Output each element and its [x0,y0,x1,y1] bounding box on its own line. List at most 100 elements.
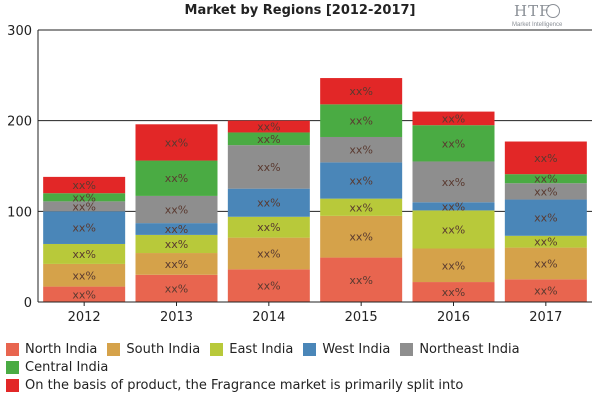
bar-segment [135,124,218,161]
axis-layer: 0 100 200 300 2012 2013 2014 2015 2016 2017 [7,24,592,325]
bar-segment [504,183,587,200]
legend-item-east-india: East India [210,342,293,357]
data-label: xx% [534,257,557,270]
data-label: xx% [534,236,557,249]
data-label: xx% [257,197,280,210]
data-label: xx% [72,200,95,213]
logo-text: HTF [514,2,551,20]
legend-label: East India [229,341,294,357]
data-label: xx% [72,179,95,192]
bar-segment [227,120,310,133]
bar-segment [320,104,403,137]
bar-segment [227,188,310,217]
legend-item-northeast-india: Northeast India [400,342,520,357]
data-label: xx% [257,161,280,174]
bar-segment [412,161,495,203]
bar-segment [227,237,310,270]
data-label: xx% [534,285,557,298]
bar-segment [227,216,310,238]
data-label: xx% [165,258,188,271]
chart-plot: xx% xx% xx% xx% xx% xx% xx% xx% xx% xx% xx% xx% xx% x… [7,24,592,325]
data-label: xx% [165,282,188,295]
data-label: xx% [349,85,372,98]
globe-icon [546,4,560,18]
data-label: xx% [72,269,95,282]
bar-segment [135,223,218,235]
bar-segment [320,162,403,199]
y-tick-label: 300 [7,24,32,39]
bar-segment [504,174,587,184]
x-tick-label: 2014 [252,310,285,325]
data-label: xx% [442,137,465,150]
legend-row: Central India [6,358,598,376]
bar-segment [227,145,310,189]
legend-swatch [303,342,317,356]
data-label: xx% [165,223,188,236]
legend-swatch [107,342,121,356]
bar-segment [504,247,587,280]
bar-segment [320,215,403,258]
data-label: xx% [349,274,372,287]
legend-label: North India [25,341,98,357]
bar-segment [412,210,495,249]
legend-swatch [6,378,19,392]
data-label: xx% [534,185,557,198]
x-tick-label: 2013 [160,310,193,325]
legend-row: On the basis of product, the Fragrance m… [6,376,598,394]
data-label: xx% [442,259,465,272]
bar-segment [135,234,218,254]
bar-segment [504,279,587,302]
data-label: xx% [257,247,280,260]
data-label: xx% [442,112,465,125]
x-tick-label: 2012 [68,310,101,325]
grid-layer [38,29,592,212]
bar-segment [504,141,587,175]
data-label: xx% [257,121,280,134]
data-label: xx% [72,222,95,235]
bar-segment [412,282,495,302]
bar-segment [135,274,218,302]
data-label: xx% [442,200,465,213]
bar-segment [43,286,126,302]
chart-title: Market by Regions [2012-2017] [184,3,416,18]
bar-segment [504,199,587,236]
data-label: xx% [442,176,465,189]
legend-label: West India [322,341,391,357]
bar-segment [320,198,403,216]
data-label: xx% [257,133,280,146]
data-label: xx% [72,248,95,261]
legend-row: North India South India East India West … [6,340,598,358]
chart-legend: North India South India East India West … [6,340,598,394]
data-label: xx% [257,280,280,293]
bar-segment [43,211,126,244]
legend-swatch [6,360,19,374]
bar-layer [43,78,587,302]
bar-segment [320,257,403,302]
legend-label: On the basis of product, the Fragrance m… [25,377,464,393]
legend-item-west-india: West India [303,342,390,357]
x-tick-label: 2015 [345,310,378,325]
x-tick-label: 2017 [529,310,562,325]
htf-logo: HTF Market Intelligence [512,2,582,36]
data-label: xx% [165,172,188,185]
bar-segment [135,253,218,275]
y-tick-label: 0 [24,296,32,311]
legend-item-north-india: North India [6,342,97,357]
data-label: xx% [349,175,372,188]
data-label: xx% [349,115,372,128]
data-label: xx% [534,173,557,186]
data-label: xx% [349,144,372,157]
legend-swatch [6,342,19,356]
legend-swatch [210,342,224,356]
data-label: xx% [349,231,372,244]
bar-segment [320,136,403,163]
legend-item-south-india: South India [107,342,200,357]
data-label: xx% [534,152,557,165]
data-label: xx% [442,223,465,236]
bar-segment [412,125,495,162]
data-label: xx% [165,238,188,251]
legend-label: South India [126,341,201,357]
data-label: xx% [257,221,280,234]
bar-segment [43,263,126,287]
x-tick-label: 2016 [437,310,470,325]
